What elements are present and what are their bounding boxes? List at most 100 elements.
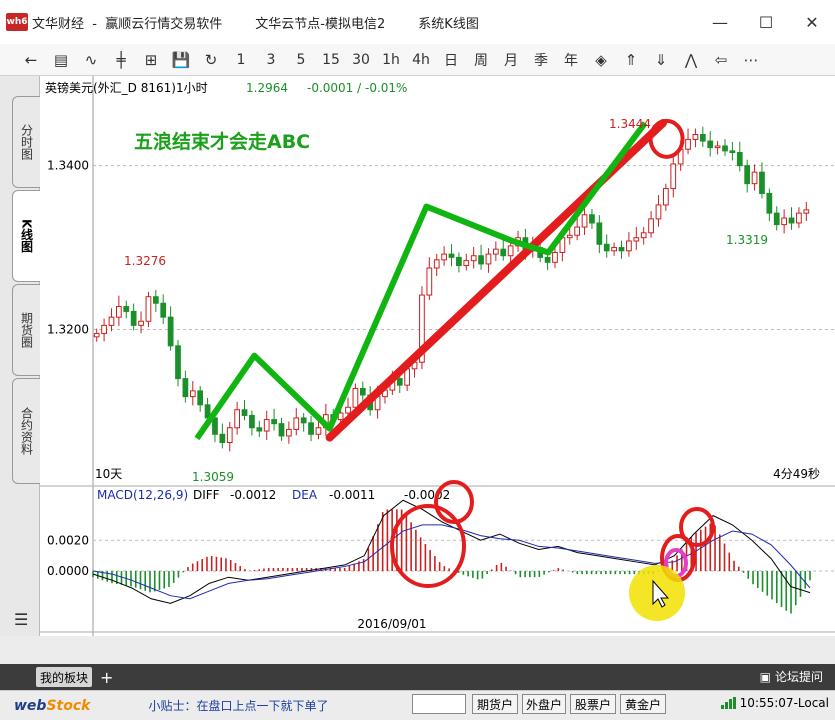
last-low-label: 1.3319	[726, 233, 768, 247]
candle-body	[219, 433, 226, 443]
line-chart-icon[interactable]: ∿	[84, 50, 98, 69]
dea-line	[92, 524, 811, 600]
tab-intraday[interactable]: 分时图	[12, 96, 40, 188]
candle-body	[197, 390, 204, 406]
futures-account-button[interactable]: 期货户	[472, 694, 518, 714]
candle-body	[788, 217, 795, 224]
period-button-7[interactable]: 日	[444, 52, 458, 69]
y-tick-label: 1.3400	[47, 159, 89, 173]
macd-label: MACD(12,26,9)	[97, 488, 188, 502]
save-icon[interactable]: 💾	[171, 50, 191, 69]
back-button[interactable]: ←	[24, 50, 38, 69]
candle-body	[596, 222, 603, 245]
candle-body	[167, 316, 174, 347]
candle-body	[781, 217, 787, 226]
high-price-label: 1.3444	[609, 117, 651, 131]
forum-button[interactable]: ▣ 论坛提问	[760, 668, 823, 685]
diff-label: DIFF	[193, 488, 220, 502]
tab-intraday-label: 分时图	[19, 124, 34, 160]
nav-button-1[interactable]: ⇑	[624, 50, 638, 69]
close-button[interactable]: ✕	[789, 0, 835, 44]
diff-value: -0.0012	[230, 488, 276, 502]
candle-body	[552, 251, 558, 263]
candle-body	[123, 306, 130, 312]
candle-body	[448, 253, 455, 258]
quick-input[interactable]	[412, 694, 466, 714]
title-bar: wh6 文华财经 - 赢顺云行情交易软件 文华云节点-模拟电信2 系统K线图 —…	[0, 0, 835, 44]
tab-futures-circle[interactable]: 期货圈	[12, 284, 40, 376]
candle-body	[648, 218, 654, 234]
candle-body	[101, 324, 107, 335]
candle-body	[426, 267, 433, 296]
period-button-5[interactable]: 1h	[382, 51, 400, 68]
candle-body	[456, 256, 462, 267]
candle-body	[226, 427, 233, 443]
kline-icon[interactable]: ╪	[116, 50, 126, 69]
top-marker-circle	[648, 118, 685, 159]
period-button-8[interactable]: 周	[474, 52, 488, 69]
candle-body	[345, 406, 351, 414]
candle-body	[212, 417, 218, 435]
macd-circle-3	[679, 507, 715, 547]
nav-button-0[interactable]: ◈	[595, 50, 607, 69]
multi-chart-icon[interactable]: ⊞	[144, 50, 158, 69]
period-button-10[interactable]: 季	[534, 52, 548, 69]
tab-my-sector[interactable]: 我的板块	[36, 667, 93, 687]
macd-circle-1	[390, 504, 466, 588]
window-title: 文华财经 - 赢顺云行情交易软件 文华云节点-模拟电信2 系统K线图	[32, 16, 479, 32]
maximize-button[interactable]: ☐	[743, 0, 789, 44]
period-button-0[interactable]: 1	[236, 51, 246, 68]
chart-panel[interactable]: 英镑美元(外汇_D 8161)1小时 1.2964 -0.0001 / -0.01%…	[40, 76, 835, 648]
candle-body	[138, 320, 144, 326]
clock: 10:55:07-Local	[720, 696, 829, 710]
minimize-icon: —	[712, 12, 728, 32]
candle-body	[707, 140, 714, 149]
stock-account-button[interactable]: 股票户	[570, 694, 616, 714]
menu-icon[interactable]: ☰	[14, 610, 29, 629]
candle-body	[751, 171, 758, 185]
minimize-button[interactable]: —	[697, 0, 743, 44]
candle-body	[685, 138, 691, 150]
candle-body	[803, 209, 810, 214]
refresh-icon[interactable]: ↻	[204, 50, 218, 69]
candle-body	[463, 260, 470, 267]
candle-body	[234, 409, 241, 429]
period-button-9[interactable]: 月	[504, 52, 518, 69]
low-price-label: 1.3059	[192, 470, 234, 484]
candle-body	[130, 310, 137, 326]
mouse-pointer-icon	[652, 579, 670, 608]
candle-body	[108, 316, 115, 326]
period-button-3[interactable]: 15	[322, 51, 340, 68]
candle-body	[589, 214, 595, 224]
tab-contract-info[interactable]: 合约资料	[12, 378, 40, 484]
period-button-2[interactable]: 5	[296, 51, 306, 68]
period-button-6[interactable]: 4h	[412, 51, 430, 68]
nav-button-2[interactable]: ⇓	[654, 50, 668, 69]
candle-body	[544, 256, 551, 263]
period-right-label: 4分49秒	[773, 467, 820, 481]
y-tick-label: 1.3200	[47, 322, 89, 336]
period-button-4[interactable]: 30	[352, 51, 370, 68]
price-change: -0.0001 / -0.01%	[307, 81, 407, 95]
candle-body	[396, 378, 403, 386]
macd-y-tick-label: 0.0020	[47, 533, 89, 547]
period-button-11[interactable]: 年	[564, 52, 578, 69]
gold-account-button[interactable]: 黄金户	[620, 694, 666, 714]
nav-button-4[interactable]: ⇦	[714, 50, 728, 69]
candle-body	[271, 419, 277, 425]
foreign-account-button[interactable]: 外盘户	[522, 694, 566, 714]
kline-chart[interactable]: 英镑美元(外汇_D 8161)1小时 1.2964 -0.0001 / -0.01%…	[40, 76, 835, 648]
candle-body	[308, 422, 314, 435]
add-tab-button[interactable]: +	[100, 667, 114, 687]
candle-body	[249, 414, 255, 429]
nav-button-3[interactable]: ⋀	[684, 50, 698, 69]
candle-body	[256, 427, 263, 432]
candle-body	[507, 245, 514, 257]
list-icon[interactable]: ▤	[53, 50, 69, 69]
diff-line	[92, 499, 811, 604]
nav-button-5[interactable]: ⋯	[743, 50, 759, 69]
candle-body	[766, 192, 773, 214]
period-button-1[interactable]: 3	[266, 51, 276, 68]
green-wave-line	[194, 121, 648, 441]
tab-kline[interactable]: K线图	[12, 190, 40, 282]
